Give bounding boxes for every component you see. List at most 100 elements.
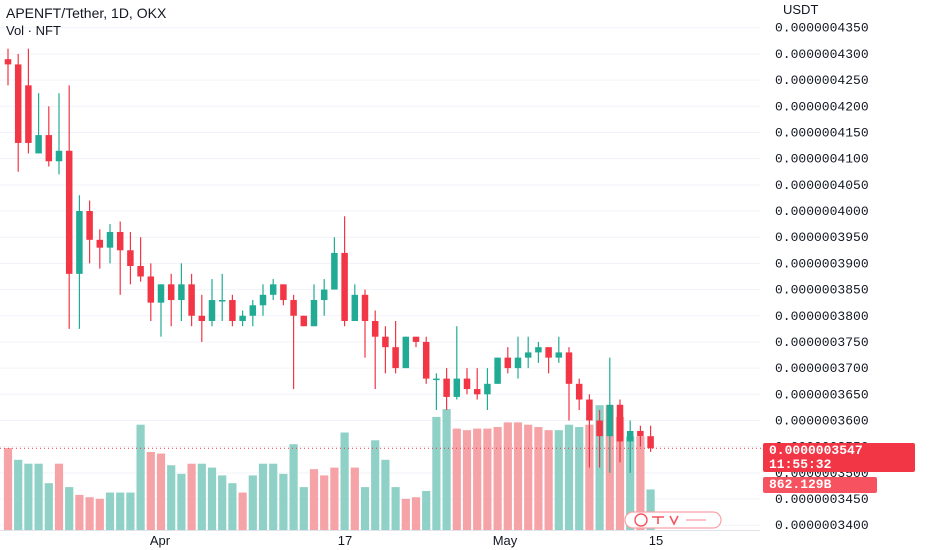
candle-body <box>4 59 12 65</box>
candle-body <box>575 383 583 400</box>
volume-bar <box>473 428 482 530</box>
volume-bar <box>646 489 655 530</box>
volume-bar <box>585 424 594 530</box>
candle-body <box>35 135 42 154</box>
candle-body <box>606 404 614 437</box>
x-tick-label: Apr <box>150 533 171 548</box>
volume-bar <box>258 463 268 530</box>
volume-bar <box>554 430 563 530</box>
volume-bar <box>116 492 125 530</box>
candle-body <box>514 357 522 369</box>
volume-legend[interactable]: Vol · NFT <box>6 23 61 38</box>
volume-bar <box>105 492 115 530</box>
candle-body <box>229 300 236 321</box>
volume-bar <box>218 475 227 530</box>
volume-bar <box>524 424 533 530</box>
volume-bar <box>34 463 43 530</box>
candle-body <box>259 294 267 306</box>
candle-body <box>198 315 206 321</box>
volume-bar <box>197 463 206 530</box>
candle-body <box>524 352 532 358</box>
candle-body <box>626 430 634 442</box>
volume-bar <box>513 422 523 530</box>
candle-body <box>310 300 318 327</box>
candle-body <box>341 252 348 321</box>
candle-body <box>178 284 185 301</box>
volume-bar <box>626 436 635 530</box>
volume-bar <box>238 492 247 530</box>
candle-body <box>86 211 93 240</box>
volume-bar <box>126 492 135 530</box>
volume-bar <box>422 491 431 530</box>
candle-body <box>371 320 379 337</box>
candle-body <box>494 357 501 384</box>
volume-bar <box>330 467 339 530</box>
volume-bar <box>136 424 145 530</box>
last-volume-badge: 862.129B <box>763 477 877 493</box>
volume-bar <box>248 475 257 530</box>
candle-body <box>167 284 175 301</box>
volume-bar <box>452 428 461 530</box>
y-tick-label: 0.0000003450 <box>775 492 869 507</box>
candle-body <box>208 300 216 321</box>
candle-body <box>596 420 603 437</box>
candle-body <box>647 436 654 449</box>
last-price-value: 0.0000003547 <box>769 443 863 458</box>
volume-bar <box>391 487 400 530</box>
candle-body <box>300 315 308 327</box>
candle-body <box>218 300 226 302</box>
candles <box>4 48 654 473</box>
y-tick-label: 0.0000003750 <box>775 335 869 350</box>
candle-body <box>137 266 144 277</box>
candle-body <box>65 150 73 274</box>
volume-bar <box>269 463 278 530</box>
volume-bar <box>54 463 64 530</box>
time-axis[interactable]: Apr 17 May 15 <box>150 533 663 548</box>
y-tick-label: 0.0000003900 <box>775 256 869 271</box>
candle-body <box>637 430 644 437</box>
tradingview-logo-icon[interactable] <box>624 511 722 529</box>
volume-bar <box>187 463 196 530</box>
candle-body <box>555 352 563 358</box>
candle-body <box>45 135 53 162</box>
candle-body <box>412 336 420 342</box>
volume-bar <box>95 498 104 530</box>
price-axis[interactable]: 0.0000004350 0.0000004300 0.0000004250 0.00… <box>775 21 869 533</box>
y-tick-label: 0.0000003950 <box>775 230 869 245</box>
volume-bar <box>309 469 319 530</box>
x-tick-label: May <box>493 533 518 548</box>
candle-body <box>55 150 63 162</box>
candle-body <box>157 284 165 303</box>
volume-bar <box>207 467 217 530</box>
volume-bar <box>401 498 410 530</box>
volume-bar <box>371 440 380 530</box>
candle-body <box>280 284 287 301</box>
symbol-title[interactable]: APENFT/Tether, 1D, OKX <box>6 5 167 21</box>
candle-body <box>290 300 297 316</box>
volume-bar <box>24 463 33 530</box>
candle-body <box>545 347 552 358</box>
candle-body <box>249 305 257 316</box>
chart-legend: APENFT/Tether, 1D, OKX Vol · NFT <box>6 4 166 40</box>
y-tick-label: 0.0000004200 <box>775 99 869 114</box>
volume-bar <box>615 416 625 530</box>
candle-body <box>106 231 114 248</box>
volume-bar <box>493 427 502 530</box>
y-tick-label: 0.0000003800 <box>775 309 869 324</box>
candle-body <box>361 294 369 321</box>
x-tick-label: 15 <box>649 533 663 548</box>
volume-bar <box>146 452 155 530</box>
volume-bar <box>575 427 584 530</box>
volume-bar <box>279 473 288 530</box>
grid <box>0 27 760 526</box>
volume-bar <box>14 459 23 530</box>
volume-bar <box>483 428 492 530</box>
y-tick-label: 0.0000004300 <box>775 47 869 62</box>
volume-bar <box>350 467 359 530</box>
volume-bar <box>381 459 390 530</box>
bar-countdown: 11:55:32 <box>769 457 832 472</box>
last-price-badge: 0.0000003547 11:55:32 <box>763 443 915 472</box>
candle-body <box>504 357 512 369</box>
volume-bar <box>65 487 74 530</box>
